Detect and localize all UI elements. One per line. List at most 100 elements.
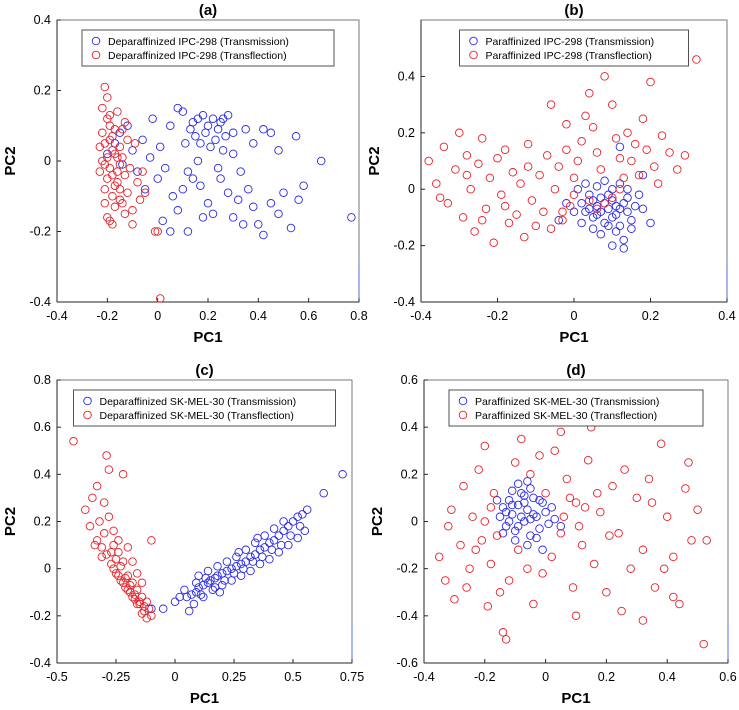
chart-4-point-transflection <box>669 592 678 602</box>
chart-3-point-transmission <box>298 510 307 519</box>
chart-1-point-transflection <box>115 160 125 169</box>
chart-3-point-transflection <box>102 451 111 460</box>
chart-2-series-transflection <box>424 55 701 248</box>
chart-2-point-transflection <box>585 196 594 205</box>
chart-4-point-transflection <box>632 493 642 503</box>
chart-3-legend-marker-transmission <box>83 396 92 406</box>
chart-4-point-transmission <box>535 496 544 505</box>
chart-4-point-transflection <box>596 507 605 517</box>
chart-1-point-transmission <box>213 125 223 134</box>
chart-4-point-transflection <box>669 552 678 562</box>
chart-3-point-transmission <box>279 526 288 536</box>
chart-4-point-transflection <box>477 536 487 545</box>
chart-2-point-transflection <box>462 151 472 160</box>
chart-1-point-transflection <box>133 177 142 187</box>
chart-2-point-transmission <box>604 221 613 231</box>
chart-3-point-transmission <box>246 566 255 576</box>
chart-4-point-transmission <box>547 503 556 512</box>
chart-4-point-transflection <box>510 458 520 467</box>
chart-3-point-transmission <box>170 597 180 606</box>
chart-2-point-transflection <box>692 55 701 64</box>
chart-2: -0.4 -0.2 0 0.2 0.4 -0.4 -0.2 0 0.2 0.4 (b) PC1 PC2 P… <box>366 2 736 346</box>
chart-3-title: (c) <box>195 362 213 379</box>
chart-3-point-transmission <box>279 517 288 526</box>
chart-4-y-tick-label: 0.2 <box>401 467 418 481</box>
chart-3-point-transflection <box>137 578 147 588</box>
chart-4-x-tick-label: 0.4 <box>659 670 676 684</box>
chart-2-x-tick-label: 0 <box>571 309 578 323</box>
chart-4-point-transflection <box>675 599 684 609</box>
chart-2-point-transflection <box>623 128 632 138</box>
chart-2-legend-label-transmission: Paraffinized IPC-298 (Transmission) <box>486 36 655 48</box>
chart-1-point-transmission <box>183 167 193 176</box>
chart-4-title: (d) <box>566 362 585 379</box>
chart-2-series-transmission <box>554 142 655 253</box>
chart-2-y-tick-label: 0 <box>408 182 415 196</box>
chart-1-point-transmission <box>181 139 190 148</box>
chart-3-series-transmission <box>147 470 347 616</box>
chart-4-x-tick-label: 0.6 <box>719 670 736 684</box>
chart-4-point-transflection <box>626 564 635 573</box>
chart-2-point-transmission <box>619 235 628 245</box>
chart-3-point-transmission <box>255 559 265 569</box>
chart-1-point-transmission <box>158 216 167 226</box>
chart-2-point-transflection <box>477 134 487 143</box>
chart-2-point-transmission <box>608 241 617 250</box>
chart-2-point-transflection <box>650 162 659 171</box>
chart-2-point-transflection <box>608 193 617 202</box>
chart-3-point-transmission <box>191 578 201 588</box>
chart-2-point-transflection <box>608 100 617 109</box>
chart-4-point-transflection <box>574 521 584 531</box>
chart-2-point-transmission <box>604 204 613 214</box>
chart-3-point-transflection <box>90 540 100 550</box>
chart-1-point-transmission <box>196 181 205 190</box>
chart-2-point-transmission <box>611 201 621 211</box>
chart-1-point-transmission <box>294 195 303 205</box>
chart-3-point-transflection <box>99 498 109 507</box>
chart-2-point-transmission <box>581 179 590 188</box>
chart-1-point-transmission <box>347 213 356 222</box>
chart-2-point-transmission <box>573 184 583 194</box>
chart-4-point-transmission <box>513 479 523 489</box>
chart-3-point-transmission <box>300 526 310 536</box>
chart-1-point-transmission <box>279 188 288 197</box>
chart-2-point-transflection <box>462 170 472 180</box>
chart-3-point-transmission <box>253 533 262 543</box>
chart-3-point-transflection <box>114 547 123 557</box>
chart-1-point-transmission <box>236 167 245 176</box>
chart-2-point-transmission <box>588 196 598 205</box>
chart-2-point-transflection <box>523 139 533 149</box>
chart-4-point-transmission <box>517 512 526 522</box>
chart-1-point-transmission <box>249 139 258 148</box>
chart-1-point-transmission <box>218 146 228 155</box>
chart-3-point-transmission <box>293 512 302 522</box>
chart-3-point-transflection <box>88 493 97 503</box>
chart-4-point-transmission <box>498 529 508 538</box>
chart-2-legend-label-transflection: Paraffinized IPC-298 (Transflection) <box>486 50 652 62</box>
chart-2-point-transflection <box>458 213 468 222</box>
chart-2-point-transmission <box>623 193 632 202</box>
chart-3-point-transmission <box>286 531 295 540</box>
chart-3-point-transmission <box>255 545 265 555</box>
chart-1-point-transflection <box>98 103 107 113</box>
chart-1-point-transflection <box>110 125 120 134</box>
chart-2-title: (b) <box>564 2 583 19</box>
chart-2-point-transflection <box>592 204 602 214</box>
chart-2-point-transflection <box>481 204 491 214</box>
chart-2-point-transflection <box>665 148 674 157</box>
chart-3-point-transmission <box>217 569 227 578</box>
chart-3-point-transflection <box>114 571 123 580</box>
chart-4-point-transflection <box>465 564 474 573</box>
chart-2-x-axis-label: PC1 <box>559 329 588 346</box>
chart-3-y-axis-label: PC2 <box>2 507 19 536</box>
chart-3-point-transmission <box>222 557 232 566</box>
chart-4-y-tick-label: -0.2 <box>396 562 418 576</box>
chart-2-point-transmission <box>619 199 628 208</box>
chart-2-point-transflection <box>569 190 579 200</box>
chart-1-point-transmission <box>145 153 155 162</box>
chart-3-point-transflection <box>92 481 102 491</box>
chart-4-point-transflection <box>447 505 456 514</box>
chart-4-point-transflection <box>517 434 526 444</box>
chart-4-point-transmission <box>529 510 538 519</box>
chart-1-legend-label-transmission: Deparaffinized IPC-298 (Transmission) <box>108 36 289 48</box>
